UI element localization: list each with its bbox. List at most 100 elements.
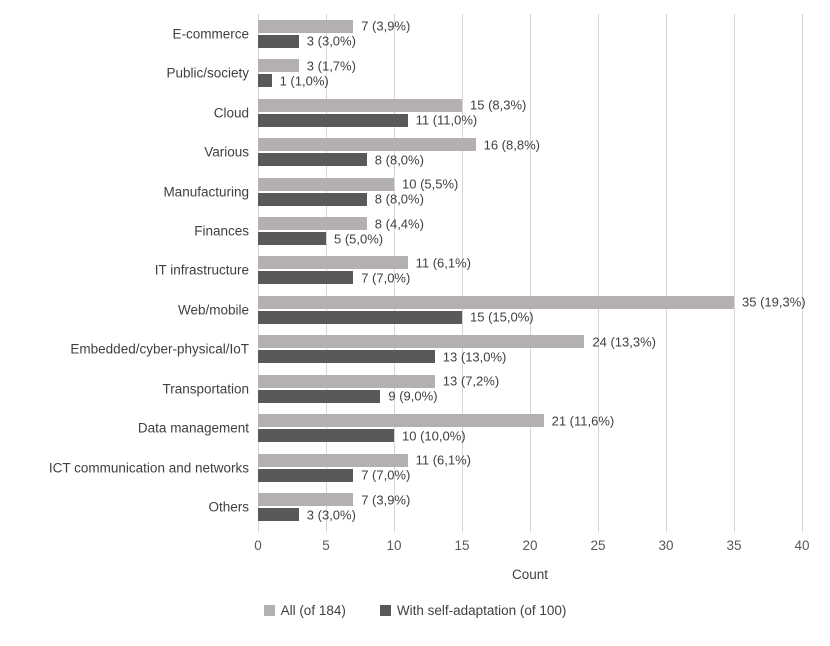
bar-self-adaptation: 10 (10,0%) [258,429,466,443]
legend-item: With self-adaptation (of 100) [379,603,567,618]
legend-swatch-icon [379,605,391,616]
category-row: Cloud 15 (8,3%) 11 (11,0%) [214,93,802,132]
category-row: IT infrastructure 11 (6,1%) 7 (7,0%) [155,251,802,290]
bar-value-label: 8 (8,0%) [374,152,424,168]
gridline-25 [598,14,599,532]
category-row: E-commerce 7 (3,9%) 3 (3,0%) [172,14,802,53]
bar-value-label: 9 (9,0%) [388,388,438,404]
bar-self-adaptation: 1 (1,0%) [258,74,329,88]
bar-value-label: 7 (3,9%) [361,18,411,34]
x-tick-label-15: 15 [454,538,470,553]
category-label: E-commerce [172,26,249,42]
bar-self-adaptation: 13 (13,0%) [258,350,506,364]
category-row: Finances 8 (4,4%) 5 (5,0%) [194,211,802,250]
bar-self-adaptation: 7 (7,0%) [258,468,410,482]
category-row: Embedded/cyber-physical/IoT 24 (13,3%) 13 … [70,330,802,369]
category-label: Manufacturing [163,184,249,200]
category-row: Various 16 (8,8%) 8 (8,0%) [204,132,802,171]
bar-all: 24 (13,3%) [258,335,656,349]
bar-value-label: 11 (11,0%) [415,112,478,128]
category-label: ICT communication and networks [48,460,249,476]
bar-all: 11 (6,1%) [258,256,471,270]
category-row: Transportation 13 (7,2%) 9 (9,0%) [162,369,802,408]
bar-value-label: 11 (6,1%) [415,255,471,271]
bar-all: 35 (19,3%) [258,295,806,309]
bar-all: 3 (1,7%) [258,59,356,73]
category-label: Embedded/cyber-physical/IoT [70,341,249,357]
category-rows: E-commerce 7 (3,9%) 3 (3,0%) Public/society… [49,14,806,527]
category-label: Public/society [166,65,249,81]
bar-self-adaptation: 7 (7,0%) [258,271,410,285]
bar-value-label: 24 (13,3%) [592,334,656,350]
bar-all: 15 (8,3%) [258,98,526,112]
category-label: Transportation [162,381,249,397]
gridline-35 [734,14,735,532]
bar-value-label: 7 (3,9%) [361,492,411,508]
bar-self-adaptation: 9 (9,0%) [258,389,438,403]
category-row: Web/mobile 35 (19,3%) 15 (15,0%) [178,290,806,329]
bar-value-label: 11 (6,1%) [415,452,471,468]
category-label: Finances [194,223,249,239]
bar-value-label: 8 (8,0%) [374,191,424,207]
bar-value-label: 1 (1,0%) [279,73,329,89]
x-tick-label-25: 25 [590,538,606,553]
gridline-15 [462,14,463,532]
gridline-30 [666,14,667,532]
bar-value-label: 21 (11,6%) [551,413,615,429]
bar-self-adaptation: 8 (8,0%) [258,153,424,167]
bar-value-label: 8 (4,4%) [374,216,424,232]
bar-value-label: 7 (7,0%) [361,270,411,286]
bar-value-label: 15 (15,0%) [470,309,534,325]
bar-all: 13 (7,2%) [258,374,499,388]
category-row: Data management 21 (11,6%) 10 (10,0%) [138,409,802,448]
x-tick-label-0: 0 [254,538,262,553]
bar-all: 7 (3,9%) [258,493,410,507]
category-label: IT infrastructure [154,262,249,278]
legend-label: With self-adaptation (of 100) [396,603,567,618]
category-row: Others 7 (3,9%) 3 (3,0%) [208,488,802,527]
category-label: Others [208,499,249,515]
plot-area: E-commerce 7 (3,9%) 3 (3,0%) Public/society… [49,14,810,582]
category-row: Public/society 3 (1,7%) 1 (1,0%) [166,53,802,92]
bar-self-adaptation: 3 (3,0%) [258,508,356,522]
bar-self-adaptation: 11 (11,0%) [258,113,477,127]
x-axis-title: Count [511,567,549,582]
bar-all: 16 (8,8%) [258,138,540,152]
bar-all: 10 (5,5%) [258,177,458,191]
bar-value-label: 13 (13,0%) [442,349,507,365]
bar-self-adaptation: 15 (15,0%) [258,310,534,324]
bar-value-label: 15 (8,3%) [470,97,527,113]
category-label: Cloud [213,105,249,121]
x-tick-label-30: 30 [658,538,674,553]
bar-value-label: 16 (8,8%) [483,137,540,153]
bar-self-adaptation: 5 (5,0%) [258,232,383,246]
category-label: Data management [137,420,249,436]
x-tick-label-5: 5 [322,538,330,553]
category-row: ICT communication and networks 11 (6,1%) 7… [49,448,802,487]
x-tick-label-40: 40 [794,538,810,553]
bar-self-adaptation: 3 (3,0%) [258,34,356,48]
legend-label: All (of 184) [280,603,346,618]
bar-value-label: 5 (5,0%) [334,231,384,247]
category-label: Various [204,144,249,160]
bar-value-label: 3 (3,0%) [306,507,356,523]
bar-all: 11 (6,1%) [258,453,471,467]
legend-swatch-icon [263,605,275,616]
bar-value-label: 10 (5,5%) [402,176,459,192]
bar-all: 8 (4,4%) [258,217,424,231]
bar-value-label: 3 (1,7%) [306,58,356,74]
bar-value-label: 3 (3,0%) [306,33,356,49]
x-tick-label-20: 20 [522,538,538,553]
legend-item: All (of 184) [263,603,346,618]
bar-value-label: 35 (19,3%) [742,294,806,310]
bar-value-label: 10 (10,0%) [402,428,466,444]
legend: All (of 184) With self-adaptation (of 100… [0,603,830,618]
gridline-40 [802,14,803,532]
gridline-10 [394,14,395,532]
bar-all: 7 (3,9%) [258,19,410,33]
bar-self-adaptation: 8 (8,0%) [258,192,424,206]
x-tick-label-10: 10 [386,538,402,553]
bar-value-label: 7 (7,0%) [361,467,411,483]
category-row: Manufacturing 10 (5,5%) 8 (8,0%) [163,172,802,211]
